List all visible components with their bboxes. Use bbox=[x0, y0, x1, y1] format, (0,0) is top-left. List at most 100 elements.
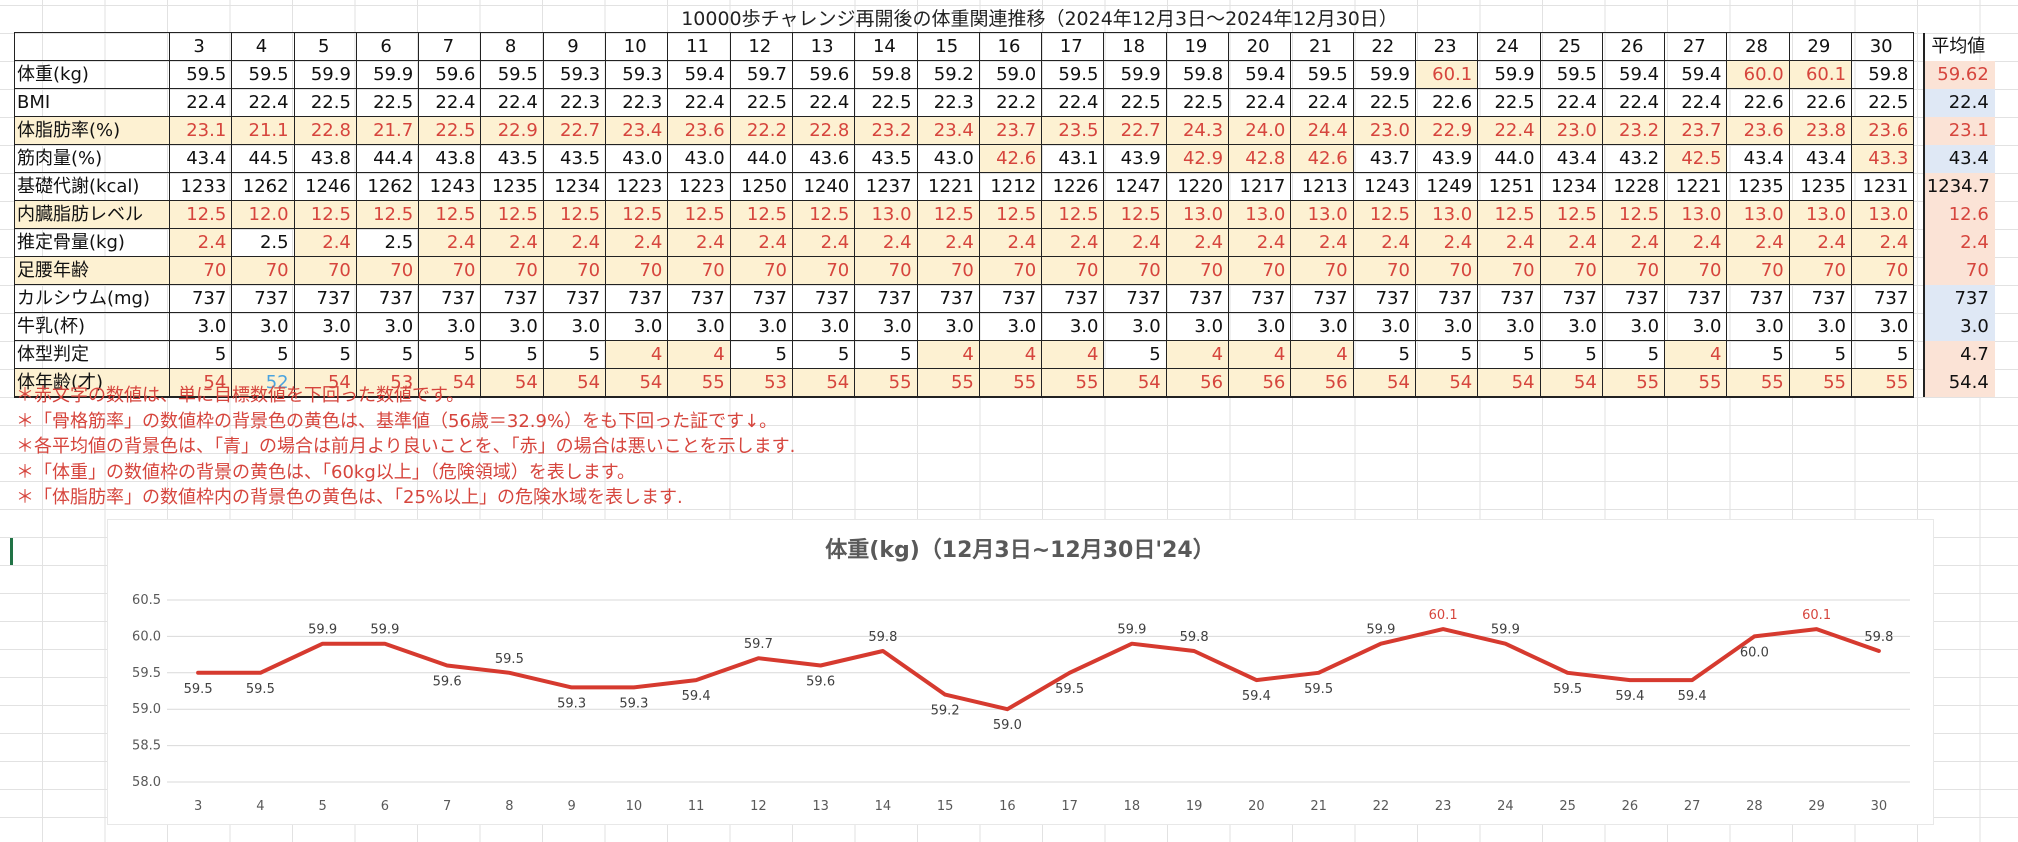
value-cell[interactable]: 2.4 bbox=[1477, 228, 1541, 257]
value-cell[interactable]: 3.0 bbox=[854, 312, 918, 341]
day-header-cell[interactable]: 14 bbox=[854, 32, 918, 61]
value-cell[interactable]: 13.0 bbox=[1788, 200, 1853, 229]
value-cell[interactable]: 737 bbox=[1414, 284, 1479, 313]
value-cell[interactable]: 22.4 bbox=[1041, 88, 1105, 117]
day-header-cell[interactable]: 15 bbox=[916, 32, 980, 61]
day-header-cell[interactable]: 4 bbox=[231, 32, 295, 61]
value-cell[interactable]: 22.4 bbox=[1477, 116, 1541, 145]
value-cell[interactable]: 44.5 bbox=[231, 144, 295, 173]
value-cell[interactable]: 70 bbox=[791, 256, 856, 285]
value-cell[interactable]: 22.4 bbox=[1228, 88, 1292, 117]
average-header-cell[interactable]: 平均値 bbox=[1922, 32, 1995, 61]
value-cell[interactable]: 3.0 bbox=[1228, 312, 1292, 341]
value-cell[interactable]: 59.4 bbox=[1601, 60, 1666, 89]
value-cell[interactable]: 12.5 bbox=[791, 200, 856, 229]
value-cell[interactable]: 70 bbox=[729, 256, 793, 285]
value-cell[interactable]: 54 bbox=[480, 368, 544, 398]
value-cell[interactable]: 44.0 bbox=[729, 144, 793, 173]
value-cell[interactable]: 737 bbox=[1165, 284, 1230, 313]
value-cell[interactable]: 2.4 bbox=[1228, 228, 1292, 257]
day-header-cell[interactable]: 26 bbox=[1601, 32, 1666, 61]
value-cell[interactable]: 23.7 bbox=[978, 116, 1043, 145]
value-cell[interactable]: 59.8 bbox=[1851, 60, 1915, 89]
value-cell[interactable]: 12.5 bbox=[1041, 200, 1105, 229]
value-cell[interactable]: 12.5 bbox=[293, 200, 357, 229]
value-cell[interactable]: 737 bbox=[355, 284, 420, 313]
value-cell[interactable]: 70 bbox=[1851, 256, 1915, 285]
value-cell[interactable]: 43.3 bbox=[1851, 144, 1915, 173]
value-cell[interactable]: 737 bbox=[1601, 284, 1666, 313]
value-cell[interactable]: 55 bbox=[916, 368, 980, 398]
day-header-cell[interactable]: 17 bbox=[1041, 32, 1105, 61]
value-cell[interactable]: 3.0 bbox=[1851, 312, 1915, 341]
value-cell[interactable]: 43.4 bbox=[1788, 144, 1853, 173]
value-cell[interactable]: 1250 bbox=[729, 172, 793, 201]
value-cell[interactable]: 1220 bbox=[1165, 172, 1230, 201]
value-cell[interactable]: 737 bbox=[1477, 284, 1541, 313]
value-cell[interactable]: 22.4 bbox=[418, 88, 482, 117]
value-cell[interactable]: 5 bbox=[168, 340, 233, 369]
value-cell[interactable]: 59.8 bbox=[1165, 60, 1230, 89]
corner-cell[interactable] bbox=[14, 32, 170, 61]
value-cell[interactable]: 3.0 bbox=[1726, 312, 1790, 341]
day-header-cell[interactable]: 30 bbox=[1851, 32, 1915, 61]
value-cell[interactable]: 43.4 bbox=[1539, 144, 1603, 173]
average-cell[interactable]: 737 bbox=[1922, 284, 1995, 313]
value-cell[interactable]: 23.6 bbox=[667, 116, 731, 145]
value-cell[interactable]: 12.5 bbox=[480, 200, 544, 229]
row-label-cell[interactable]: 体脂肪率(%) bbox=[14, 116, 170, 145]
value-cell[interactable]: 43.9 bbox=[1414, 144, 1479, 173]
value-cell[interactable]: 43.0 bbox=[916, 144, 980, 173]
value-cell[interactable]: 43.7 bbox=[1352, 144, 1416, 173]
value-cell[interactable]: 2.4 bbox=[1414, 228, 1479, 257]
value-cell[interactable]: 22.4 bbox=[667, 88, 731, 117]
note-line[interactable]: ＊赤文字の数値は、単に目標数値を下回った数値です。 bbox=[16, 385, 465, 406]
value-cell[interactable]: 737 bbox=[854, 284, 918, 313]
value-cell[interactable]: 1247 bbox=[1103, 172, 1167, 201]
value-cell[interactable]: 5 bbox=[1726, 340, 1790, 369]
value-cell[interactable]: 24.0 bbox=[1228, 116, 1292, 145]
value-cell[interactable]: 22.3 bbox=[916, 88, 980, 117]
value-cell[interactable]: 2.4 bbox=[1290, 228, 1354, 257]
value-cell[interactable]: 737 bbox=[1664, 284, 1728, 313]
value-cell[interactable]: 4 bbox=[1165, 340, 1230, 369]
value-cell[interactable]: 54 bbox=[168, 368, 233, 398]
value-cell[interactable]: 60.1 bbox=[1414, 60, 1479, 89]
value-cell[interactable]: 2.4 bbox=[1788, 228, 1853, 257]
value-cell[interactable]: 3.0 bbox=[1414, 312, 1479, 341]
average-cell[interactable]: 70 bbox=[1922, 256, 1995, 285]
value-cell[interactable]: 3.0 bbox=[355, 312, 420, 341]
value-cell[interactable]: 12.5 bbox=[1103, 200, 1167, 229]
value-cell[interactable]: 1235 bbox=[1788, 172, 1853, 201]
value-cell[interactable]: 22.4 bbox=[1664, 88, 1728, 117]
value-cell[interactable]: 1233 bbox=[168, 172, 233, 201]
value-cell[interactable]: 54 bbox=[1477, 368, 1541, 398]
value-cell[interactable]: 12.5 bbox=[667, 200, 731, 229]
value-cell[interactable]: 43.1 bbox=[1041, 144, 1105, 173]
value-cell[interactable]: 737 bbox=[791, 284, 856, 313]
value-cell[interactable]: 737 bbox=[605, 284, 669, 313]
value-cell[interactable]: 1212 bbox=[978, 172, 1043, 201]
value-cell[interactable]: 1223 bbox=[667, 172, 731, 201]
value-cell[interactable]: 1246 bbox=[293, 172, 357, 201]
value-cell[interactable]: 737 bbox=[1726, 284, 1790, 313]
value-cell[interactable]: 56 bbox=[1228, 368, 1292, 398]
value-cell[interactable]: 42.9 bbox=[1165, 144, 1230, 173]
value-cell[interactable]: 59.5 bbox=[1290, 60, 1354, 89]
value-cell[interactable]: 5 bbox=[729, 340, 793, 369]
value-cell[interactable]: 3.0 bbox=[293, 312, 357, 341]
value-cell[interactable]: 59.4 bbox=[1664, 60, 1728, 89]
value-cell[interactable]: 737 bbox=[168, 284, 233, 313]
value-cell[interactable]: 5 bbox=[542, 340, 607, 369]
value-cell[interactable]: 2.4 bbox=[542, 228, 607, 257]
value-cell[interactable]: 5 bbox=[293, 340, 357, 369]
value-cell[interactable]: 5 bbox=[791, 340, 856, 369]
value-cell[interactable]: 22.4 bbox=[231, 88, 295, 117]
value-cell[interactable]: 4 bbox=[978, 340, 1043, 369]
value-cell[interactable]: 12.5 bbox=[1539, 200, 1603, 229]
value-cell[interactable]: 21.7 bbox=[355, 116, 420, 145]
value-cell[interactable]: 737 bbox=[1352, 284, 1416, 313]
value-cell[interactable]: 59.3 bbox=[542, 60, 607, 89]
value-cell[interactable]: 59.6 bbox=[791, 60, 856, 89]
value-cell[interactable]: 70 bbox=[1726, 256, 1790, 285]
